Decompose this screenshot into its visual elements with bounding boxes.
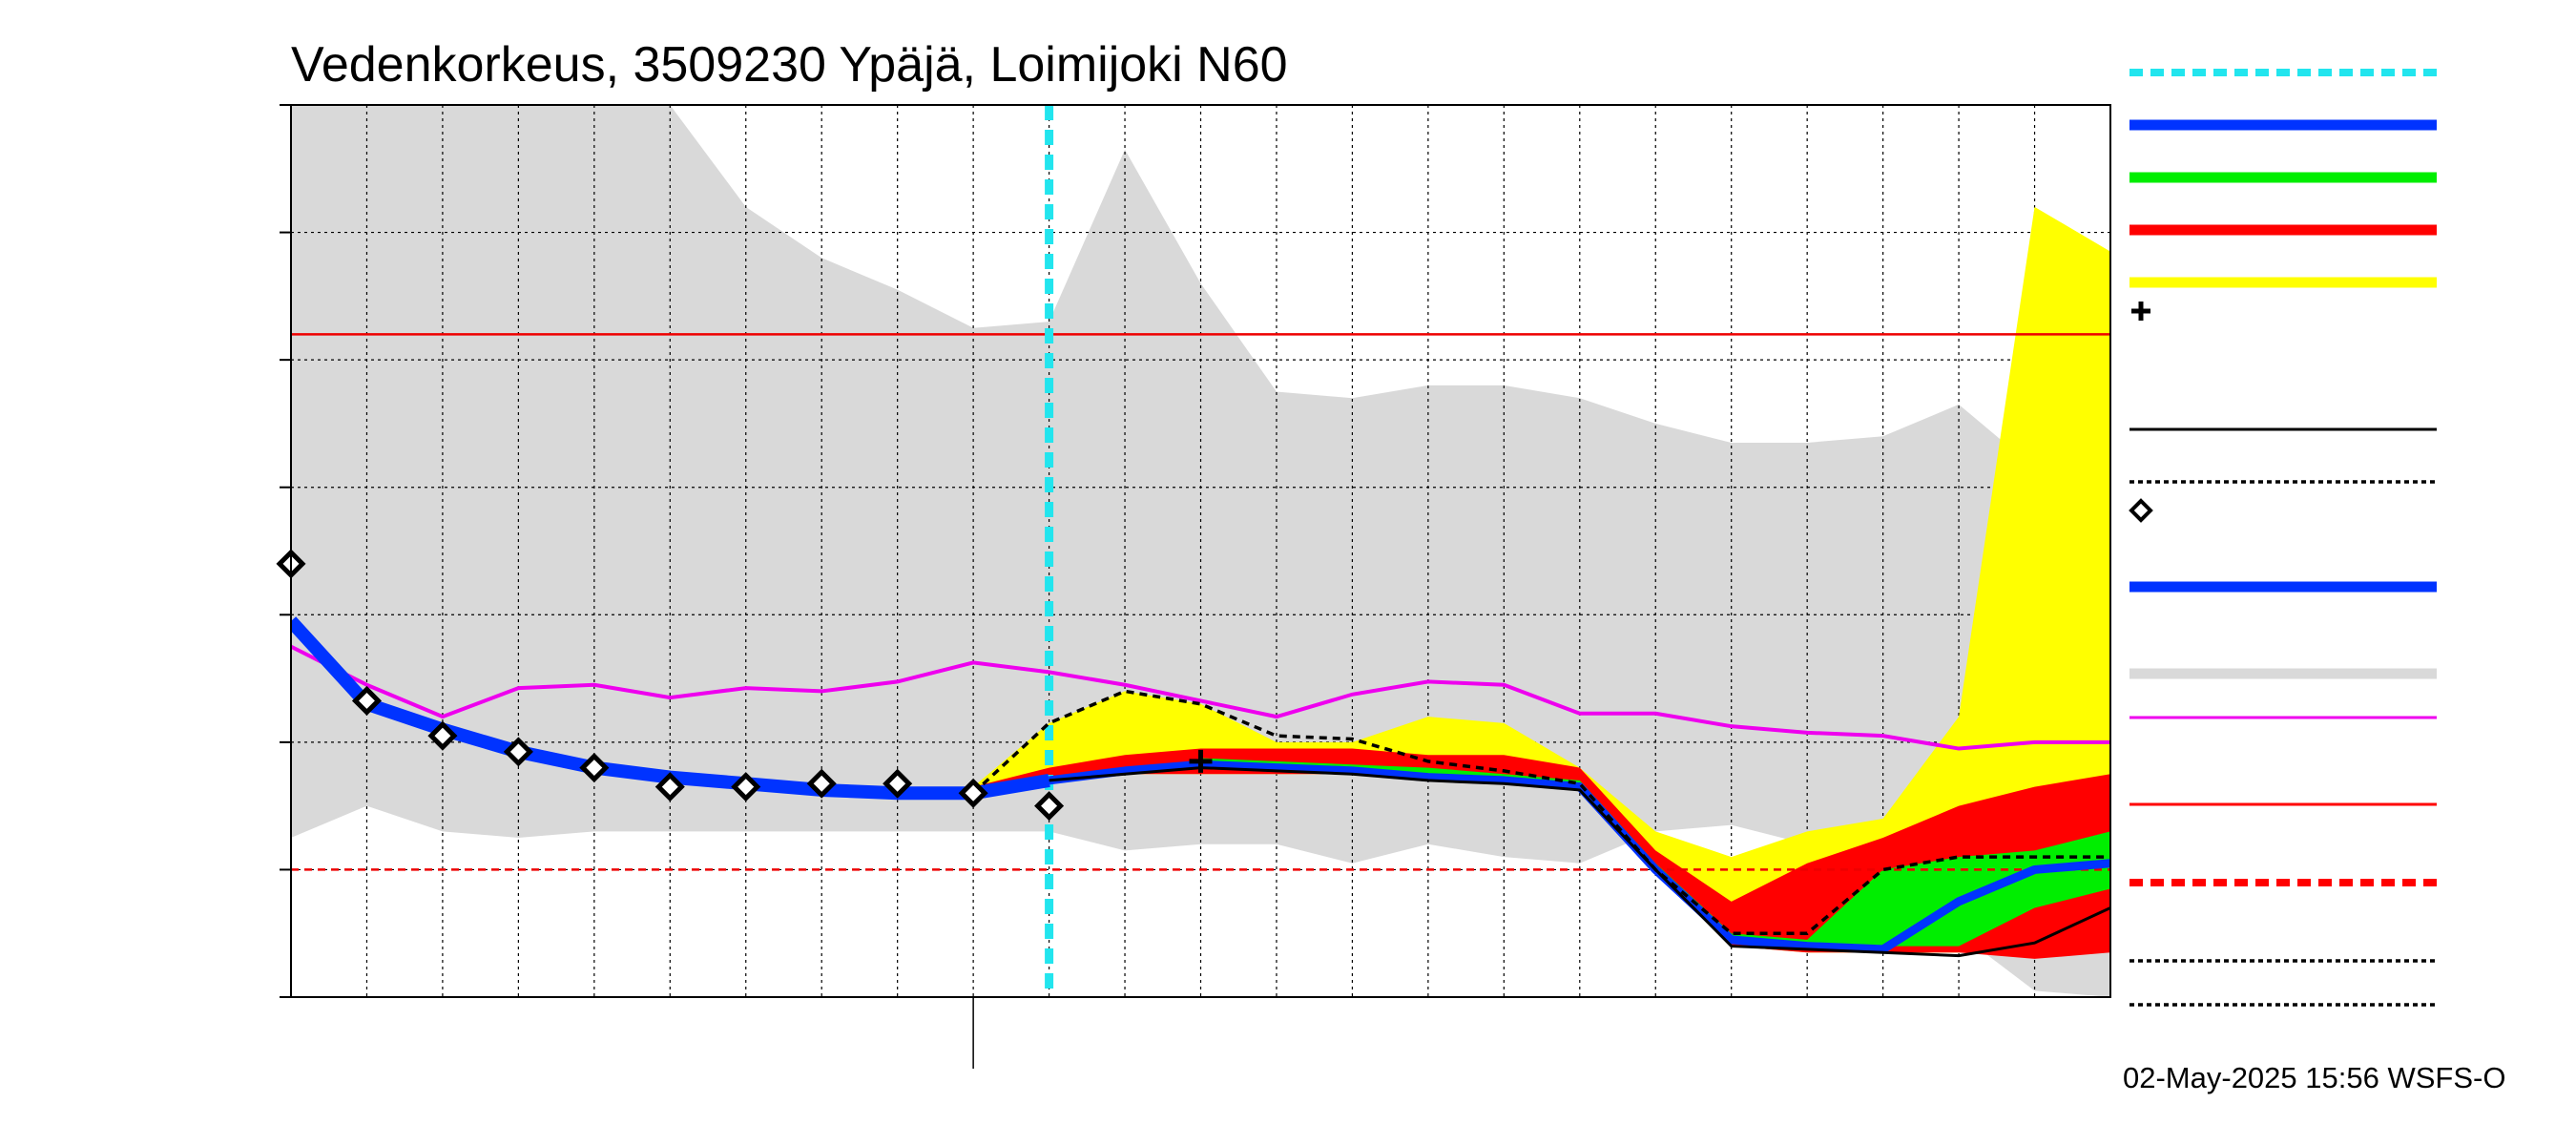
observed-point: [958, 778, 988, 808]
footer-timestamp: 02-May-2025 15:56 WSFS-O: [2123, 1061, 2505, 1094]
observed-point: [731, 772, 761, 802]
observed-point: [427, 720, 458, 751]
band-5-95: [973, 748, 2110, 959]
plot-frame: [290, 104, 2111, 998]
observed-point: [503, 737, 533, 767]
band-25-75: [1200, 758, 2110, 947]
legend-swatch-cross: [2131, 302, 2150, 321]
observed-point: [654, 772, 685, 802]
plot-area: [276, 104, 2111, 1069]
median-line: [291, 644, 2110, 751]
observed-point: [351, 685, 382, 716]
observed-point: [806, 768, 837, 799]
mean-forecast-line: [1049, 760, 2110, 954]
plot-inner: [291, 105, 2110, 997]
legend: [2129, 69, 2437, 1007]
legend-swatch-diamond: [2129, 498, 2153, 523]
average-peak-marker: [1189, 749, 1213, 773]
observed-point: [883, 768, 913, 799]
chart-title: Vedenkorkeus, 3509230 Ypäjä, Loimijoki N…: [291, 37, 1288, 93]
observed-point: [1034, 791, 1065, 822]
observed-point: [579, 753, 610, 783]
deterministic-forecast-line: [1049, 766, 2110, 958]
